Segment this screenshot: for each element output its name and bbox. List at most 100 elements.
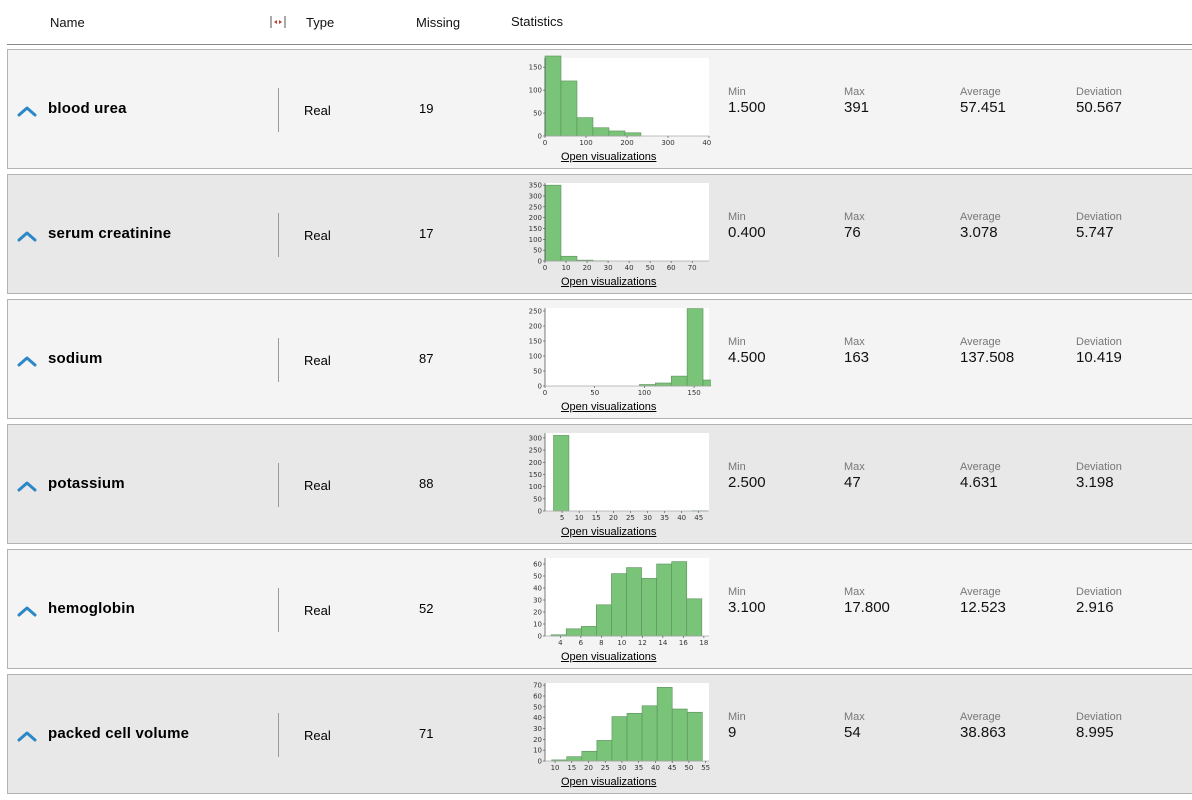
x-tick-label: 18: [699, 639, 708, 647]
histogram-bar: [576, 117, 594, 137]
y-tick-label: 50: [533, 573, 542, 581]
chevron-up-icon[interactable]: [17, 229, 37, 243]
histogram-bar: [686, 711, 703, 762]
histogram-chart[interactable]: 0 50 100 150 0 100 200 300 400: [515, 54, 711, 149]
attribute-row[interactable]: potassium Real 88 0 50 100 150 200 250 300 5 10 15 20…: [7, 424, 1192, 544]
histogram-bar: [656, 687, 673, 762]
y-tick-label: 50: [533, 368, 542, 376]
stat-deviation-label: Deviation: [1076, 211, 1122, 223]
open-visualizations-link[interactable]: Open visualizations: [561, 151, 657, 163]
y-tick-label: 100: [529, 236, 542, 244]
attribute-type: Real: [304, 728, 331, 743]
x-tick-label: 45: [668, 764, 677, 772]
header-type[interactable]: Type: [306, 15, 335, 30]
histogram-bar: [560, 80, 578, 137]
x-tick-label: 15: [592, 514, 601, 522]
x-tick-label: 0: [543, 139, 547, 147]
chevron-up-icon[interactable]: [17, 354, 37, 368]
stat-min: Min 3.100: [728, 586, 766, 617]
stat-min-label: Min: [728, 211, 746, 223]
attribute-row[interactable]: packed cell volume Real 71 0 10 20 30 40 50 60 70 1…: [7, 674, 1192, 794]
stat-max-label: Max: [844, 711, 865, 723]
y-tick-label: 300: [529, 434, 542, 442]
stat-deviation-value: 10.419: [1076, 349, 1122, 366]
y-tick-label: 200: [529, 214, 542, 222]
open-visualizations-link[interactable]: Open visualizations: [561, 526, 657, 538]
stat-deviation-label: Deviation: [1076, 461, 1122, 473]
attribute-name: sodium: [48, 350, 103, 367]
y-tick-label: 0: [538, 258, 542, 266]
chevron-up-icon[interactable]: [17, 479, 37, 493]
stat-min: Min 4.500: [728, 336, 766, 367]
stat-max-label: Max: [844, 586, 865, 598]
x-tick-label: 400: [702, 139, 711, 147]
y-tick-label: 150: [529, 338, 542, 346]
histogram-bar: [596, 604, 612, 637]
chevron-up-icon[interactable]: [17, 729, 37, 743]
attribute-row[interactable]: hemoglobin Real 52 0 10 20 30 40 50 60 4 6 8 10 12 14 16…: [7, 549, 1192, 669]
stat-average-value: 57.451: [960, 99, 1006, 116]
histogram-chart[interactable]: 0 50 100 150 200 250 300 5 10 15 20 25 30 35 40 45: [515, 429, 711, 524]
attribute-row[interactable]: serum creatinine Real 17 0 50 100 150 200 250 300…: [7, 174, 1192, 294]
attribute-row[interactable]: sodium Real 87 0 50 100 150 200 250 0 50 100 150 Open…: [7, 299, 1192, 419]
stat-min-label: Min: [728, 336, 746, 348]
histogram-chart[interactable]: 0 10 20 30 40 50 60 4 6 8 10 12 14 16 18: [515, 554, 711, 649]
histogram-bar: [592, 127, 610, 137]
stat-average: Average 4.631: [960, 461, 1001, 492]
open-visualizations-link[interactable]: Open visualizations: [561, 776, 657, 788]
stat-min-label: Min: [728, 586, 746, 598]
y-tick-label: 20: [533, 609, 542, 617]
x-tick-label: 6: [579, 639, 584, 647]
column-separator: [278, 588, 279, 632]
y-tick-label: 300: [529, 193, 542, 201]
histogram-bar: [686, 308, 704, 387]
y-tick-label: 10: [533, 621, 542, 629]
header-name[interactable]: Name: [50, 15, 85, 30]
y-tick-label: 100: [529, 483, 542, 491]
stat-min-label: Min: [728, 461, 746, 473]
x-tick-label: 12: [638, 639, 647, 647]
y-tick-label: 0: [538, 758, 542, 766]
stat-deviation: Deviation 3.198: [1076, 461, 1122, 492]
x-tick-label: 10: [575, 514, 584, 522]
attribute-name: packed cell volume: [48, 725, 190, 742]
header-missing[interactable]: Missing: [416, 15, 461, 30]
open-visualizations-link[interactable]: Open visualizations: [561, 401, 657, 413]
histogram-bar: [611, 573, 627, 637]
histogram-chart[interactable]: 0 50 100 150 200 250 300 350 0 10 20 30 40 50 60 70: [515, 179, 711, 274]
histogram-bar: [671, 708, 688, 762]
stat-average-label: Average: [960, 586, 1001, 598]
header-statistics[interactable]: Statistics: [511, 14, 564, 29]
y-tick-label: 50: [533, 495, 542, 503]
column-separator: [278, 88, 279, 132]
open-visualizations-link[interactable]: Open visualizations: [561, 651, 657, 663]
x-tick-label: 10: [617, 639, 626, 647]
y-tick-label: 30: [533, 597, 542, 605]
stat-deviation-value: 2.916: [1076, 599, 1114, 616]
x-tick-label: 14: [658, 639, 667, 647]
x-tick-label: 60: [667, 264, 676, 272]
stat-max-label: Max: [844, 211, 865, 223]
open-visualizations-link[interactable]: Open visualizations: [561, 276, 657, 288]
chevron-up-icon[interactable]: [17, 104, 37, 118]
y-tick-label: 60: [533, 693, 542, 701]
stat-max: Max 163: [844, 336, 869, 367]
column-resize-icon[interactable]: [270, 15, 286, 29]
attribute-row[interactable]: blood urea Real 19 0 50 100 150 0 100 200 300 400 Op…: [7, 49, 1192, 169]
y-tick-label: 250: [529, 308, 542, 316]
histogram-bar: [560, 255, 578, 262]
histogram-chart[interactable]: 0 50 100 150 200 250 0 50 100 150: [515, 304, 711, 399]
stat-min: Min 2.500: [728, 461, 766, 492]
histogram-chart[interactable]: 0 10 20 30 40 50 60 70 10 15 20 25 30 35 40 45 50 55: [515, 679, 711, 774]
histogram-bar: [581, 750, 598, 762]
x-tick-label: 0: [543, 389, 547, 397]
stat-deviation-label: Deviation: [1076, 336, 1122, 348]
chevron-up-icon[interactable]: [17, 604, 37, 618]
stat-min: Min 0.400: [728, 211, 766, 242]
attribute-missing-count: 17: [419, 226, 434, 241]
y-tick-label: 20: [533, 736, 542, 744]
attribute-name: serum creatinine: [48, 225, 172, 242]
y-tick-label: 100: [529, 87, 542, 95]
histogram-bar: [608, 130, 626, 137]
y-tick-label: 40: [533, 585, 542, 593]
